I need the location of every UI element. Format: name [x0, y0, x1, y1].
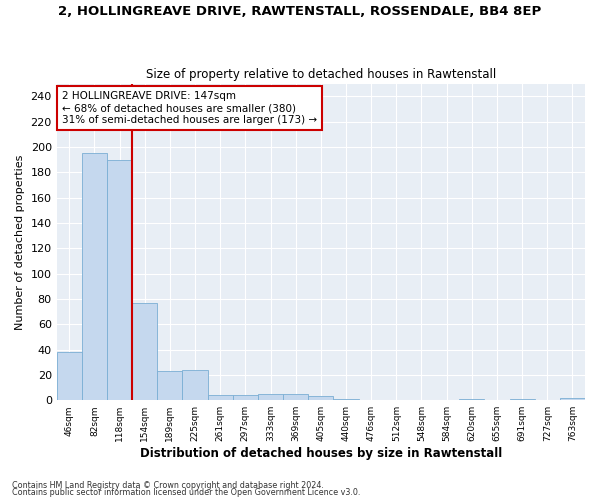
Bar	[560, 398, 585, 400]
Bar	[334, 399, 359, 400]
Text: Contains public sector information licensed under the Open Government Licence v3: Contains public sector information licen…	[12, 488, 361, 497]
Bar	[107, 160, 132, 400]
Bar	[82, 153, 107, 400]
Y-axis label: Number of detached properties: Number of detached properties	[15, 154, 25, 330]
Bar	[509, 399, 535, 400]
Bar	[208, 395, 233, 400]
Bar	[233, 395, 258, 400]
Bar	[258, 394, 283, 400]
Bar	[157, 371, 182, 400]
Bar	[182, 370, 208, 400]
Bar	[132, 302, 157, 400]
X-axis label: Distribution of detached houses by size in Rawtenstall: Distribution of detached houses by size …	[140, 447, 502, 460]
Bar	[56, 352, 82, 400]
Text: 2 HOLLINGREAVE DRIVE: 147sqm
← 68% of detached houses are smaller (380)
31% of s: 2 HOLLINGREAVE DRIVE: 147sqm ← 68% of de…	[62, 92, 317, 124]
Bar	[283, 394, 308, 400]
Text: Contains HM Land Registry data © Crown copyright and database right 2024.: Contains HM Land Registry data © Crown c…	[12, 480, 324, 490]
Title: Size of property relative to detached houses in Rawtenstall: Size of property relative to detached ho…	[146, 68, 496, 81]
Bar	[308, 396, 334, 400]
Bar	[459, 399, 484, 400]
Text: 2, HOLLINGREAVE DRIVE, RAWTENSTALL, ROSSENDALE, BB4 8EP: 2, HOLLINGREAVE DRIVE, RAWTENSTALL, ROSS…	[58, 5, 542, 18]
